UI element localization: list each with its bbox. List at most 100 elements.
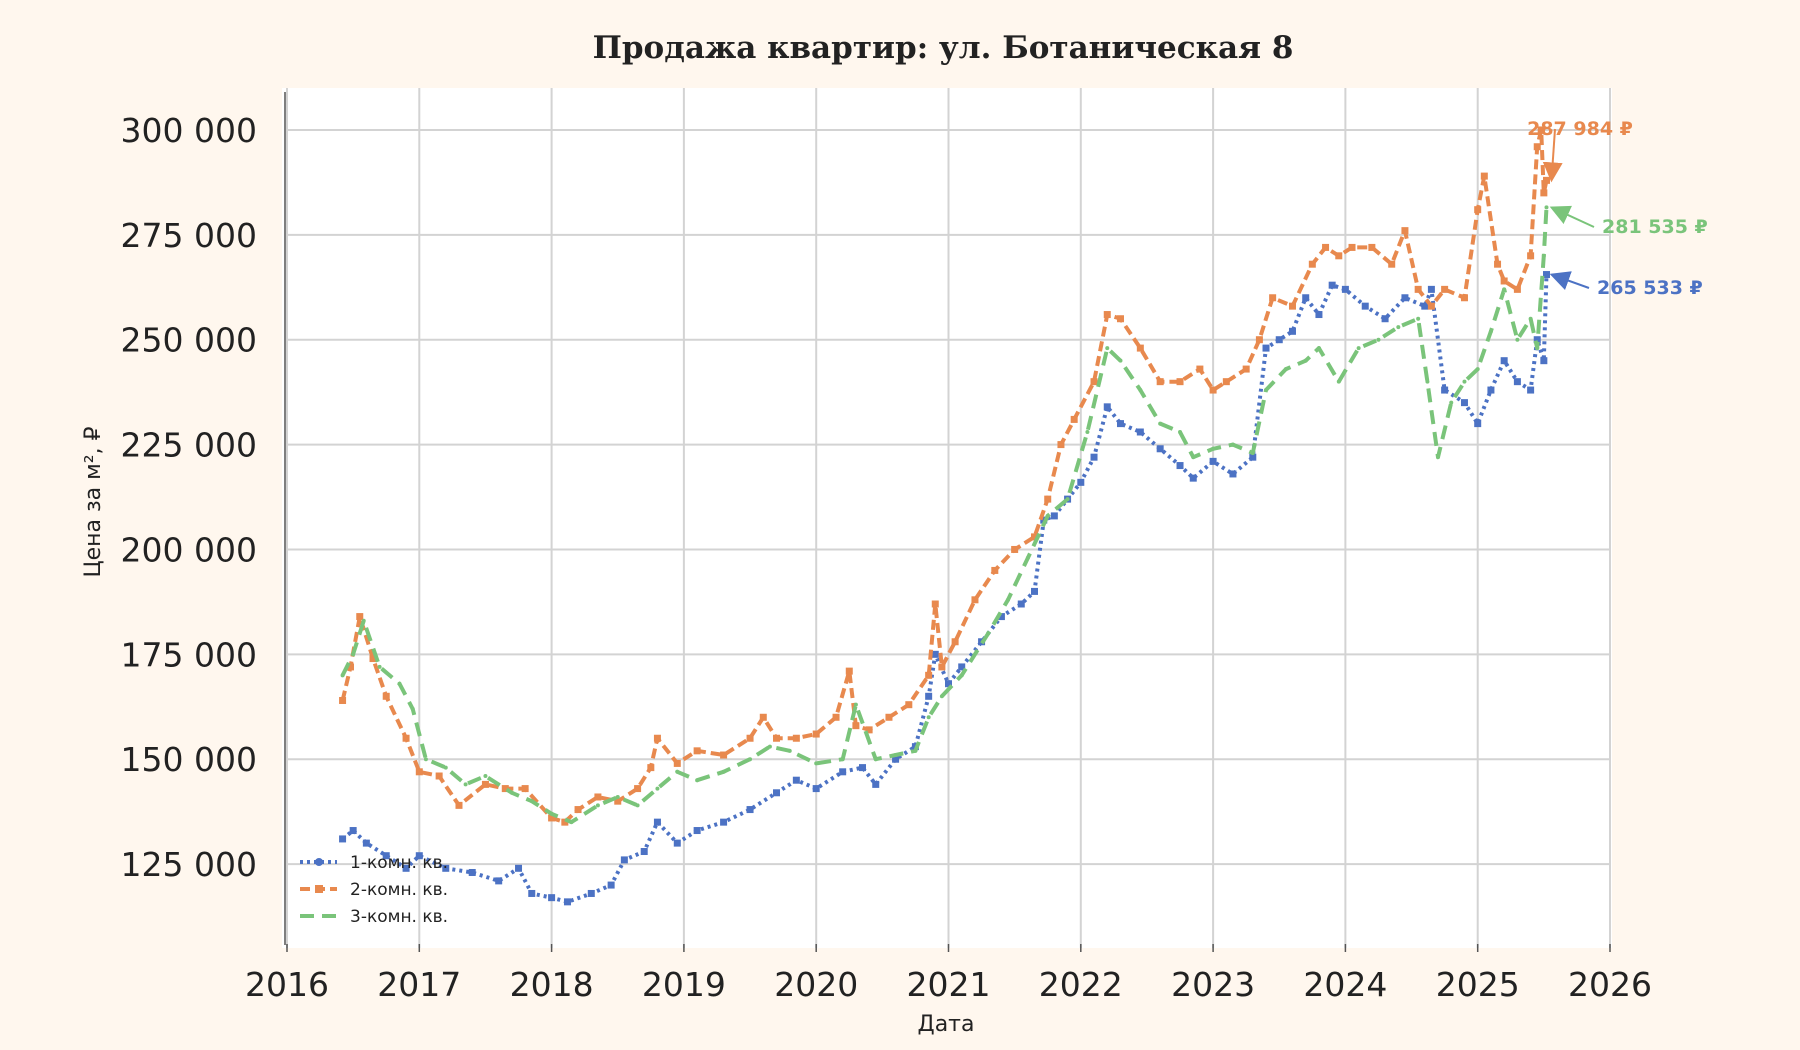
data-point <box>1449 400 1454 405</box>
data-point <box>1368 243 1376 251</box>
data-point <box>415 768 423 776</box>
data-point <box>1077 478 1085 486</box>
data-point <box>1105 346 1110 351</box>
data-point <box>852 722 860 730</box>
data-point <box>931 650 939 658</box>
data-point <box>1288 302 1296 310</box>
data-point <box>548 814 556 822</box>
annotation-arrow <box>1549 205 1595 228</box>
legend-label: 2-комн. кв. <box>350 880 448 900</box>
data-point <box>773 734 781 742</box>
data-point <box>356 613 364 621</box>
data-point <box>931 600 939 608</box>
data-point <box>339 696 347 704</box>
data-point <box>351 652 356 657</box>
y-axis-ticks: 125 000 150 000 175 000 200 000 225 000 250 0… <box>121 111 257 884</box>
legend: 1-комн. кв. 2-комн. кв. 3-комн. кв. <box>300 853 448 927</box>
data-point <box>1488 329 1493 334</box>
data-point <box>647 764 655 772</box>
data-point <box>1315 311 1323 319</box>
x-tick-label: 2024 <box>1303 965 1387 1004</box>
data-point <box>1388 260 1396 268</box>
data-point <box>1116 420 1124 428</box>
data-point <box>1156 445 1164 453</box>
data-point <box>410 706 415 711</box>
data-point <box>1303 358 1308 363</box>
data-point <box>521 785 529 793</box>
data-point <box>620 856 628 864</box>
data-point <box>640 848 648 856</box>
data-point <box>814 761 819 766</box>
data-point <box>958 663 966 671</box>
data-point <box>1544 205 1549 210</box>
data-point <box>1209 386 1217 394</box>
data-point <box>925 671 933 679</box>
data-point <box>991 566 999 574</box>
data-point <box>1341 285 1349 293</box>
data-point <box>501 785 509 793</box>
data-point <box>495 877 503 885</box>
data-point <box>1416 316 1421 321</box>
data-point <box>595 803 600 808</box>
data-point <box>1178 430 1183 434</box>
data-point <box>812 730 820 738</box>
data-point <box>1288 327 1296 335</box>
y-tick-label: 250 000 <box>121 321 257 360</box>
data-point <box>1045 513 1050 518</box>
data-point <box>1427 285 1435 293</box>
data-point <box>1116 315 1124 323</box>
data-point <box>468 868 476 876</box>
data-point <box>574 806 582 814</box>
legend-marker <box>315 858 323 866</box>
data-point <box>529 799 534 804</box>
series-line <box>341 274 1549 904</box>
data-point <box>1269 294 1277 302</box>
data-point <box>1316 346 1321 351</box>
data-point <box>361 618 366 623</box>
data-point <box>1356 346 1361 351</box>
data-point <box>509 790 514 795</box>
data-point <box>1085 430 1090 434</box>
data-point <box>653 734 661 742</box>
x-tick-label: 2021 <box>907 965 991 1004</box>
data-point <box>1441 386 1449 394</box>
data-point <box>515 864 523 872</box>
data-point <box>1230 442 1235 447</box>
data-point <box>792 776 800 784</box>
data-point <box>873 757 878 762</box>
y-tick-label: 300 000 <box>121 111 257 150</box>
data-point <box>938 663 946 671</box>
data-point <box>1460 399 1468 407</box>
data-point <box>1209 457 1217 465</box>
data-point <box>1500 277 1508 285</box>
data-point <box>759 713 767 721</box>
data-point <box>1502 287 1507 292</box>
data-point <box>945 680 952 688</box>
data-point <box>787 748 792 753</box>
data-point <box>635 803 640 808</box>
data-point <box>892 755 900 763</box>
data-point <box>442 864 450 872</box>
data-point <box>792 734 800 742</box>
data-point <box>1302 294 1310 302</box>
data-point <box>1425 379 1430 384</box>
data-point <box>382 692 390 700</box>
data-point <box>673 839 681 847</box>
data-point <box>1475 367 1480 372</box>
data-point <box>653 818 661 826</box>
data-point <box>1540 357 1548 365</box>
data-point <box>748 757 753 762</box>
data-point <box>1242 365 1250 373</box>
data-point <box>1191 455 1196 460</box>
data-point <box>1156 378 1164 386</box>
data-point <box>402 734 410 742</box>
data-point <box>561 818 569 826</box>
data-point <box>402 864 410 872</box>
legend-label: 1-комн. кв. <box>350 853 448 873</box>
data-point <box>971 596 979 604</box>
data-point <box>1103 403 1111 411</box>
data-point <box>1513 285 1521 293</box>
data-point <box>1250 450 1255 455</box>
data-point <box>1030 533 1038 541</box>
series-2 <box>339 126 1550 826</box>
